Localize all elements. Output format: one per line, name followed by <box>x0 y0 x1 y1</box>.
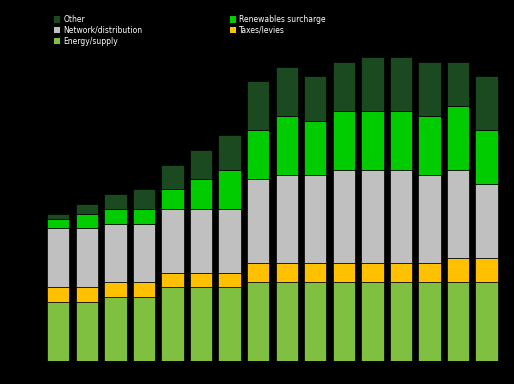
Bar <box>418 283 440 361</box>
Bar <box>361 263 383 283</box>
Bar <box>161 165 183 189</box>
Bar <box>475 283 498 361</box>
Bar <box>447 106 469 170</box>
Bar <box>76 287 98 302</box>
Bar <box>104 194 126 209</box>
Bar <box>76 214 98 228</box>
Bar <box>276 174 298 263</box>
Bar <box>333 111 355 170</box>
Bar <box>304 174 326 263</box>
Bar <box>361 283 383 361</box>
Legend: Renewables surcharge, Taxes/levies: Renewables surcharge, Taxes/levies <box>230 15 326 35</box>
Bar <box>390 170 412 263</box>
Bar <box>76 228 98 287</box>
Bar <box>47 287 69 302</box>
Bar <box>76 204 98 214</box>
Bar <box>304 283 326 361</box>
Bar <box>104 223 126 283</box>
Bar <box>333 62 355 111</box>
Bar <box>390 263 412 283</box>
Bar <box>218 209 241 273</box>
Bar <box>333 263 355 283</box>
Bar <box>390 283 412 361</box>
Bar <box>276 283 298 361</box>
Bar <box>475 76 498 130</box>
Bar <box>133 209 155 223</box>
Bar <box>447 62 469 106</box>
Bar <box>304 121 326 174</box>
Bar <box>218 273 241 287</box>
Bar <box>447 170 469 258</box>
Bar <box>47 228 69 287</box>
Bar <box>276 116 298 174</box>
Bar <box>218 135 241 170</box>
Bar <box>333 283 355 361</box>
Bar <box>161 209 183 273</box>
Bar <box>475 184 498 258</box>
Bar <box>418 116 440 174</box>
Bar <box>47 214 69 218</box>
Bar <box>47 218 69 228</box>
Bar <box>447 258 469 283</box>
Bar <box>418 263 440 283</box>
Bar <box>247 283 269 361</box>
Bar <box>304 76 326 121</box>
Bar <box>361 170 383 263</box>
Bar <box>390 57 412 111</box>
Bar <box>133 283 155 297</box>
Bar <box>247 263 269 283</box>
Bar <box>475 130 498 184</box>
Bar <box>218 287 241 361</box>
Bar <box>104 209 126 223</box>
Bar <box>475 258 498 283</box>
Bar <box>161 273 183 287</box>
Bar <box>418 62 440 116</box>
Bar <box>447 283 469 361</box>
Bar <box>247 81 269 130</box>
Bar <box>104 297 126 361</box>
Bar <box>133 223 155 283</box>
Bar <box>361 57 383 111</box>
Bar <box>190 287 212 361</box>
Bar <box>304 263 326 283</box>
Bar <box>104 283 126 297</box>
Bar <box>76 302 98 361</box>
Bar <box>47 302 69 361</box>
Bar <box>333 170 355 263</box>
Bar <box>161 287 183 361</box>
Bar <box>190 209 212 273</box>
Bar <box>133 189 155 209</box>
Bar <box>418 174 440 263</box>
Bar <box>247 130 269 179</box>
Bar <box>361 111 383 170</box>
Bar <box>276 66 298 116</box>
Bar <box>133 297 155 361</box>
Bar <box>190 150 212 179</box>
Bar <box>161 189 183 209</box>
Bar <box>276 263 298 283</box>
Bar <box>247 179 269 263</box>
Bar <box>190 273 212 287</box>
Bar <box>190 179 212 209</box>
Bar <box>218 170 241 209</box>
Bar <box>390 111 412 170</box>
